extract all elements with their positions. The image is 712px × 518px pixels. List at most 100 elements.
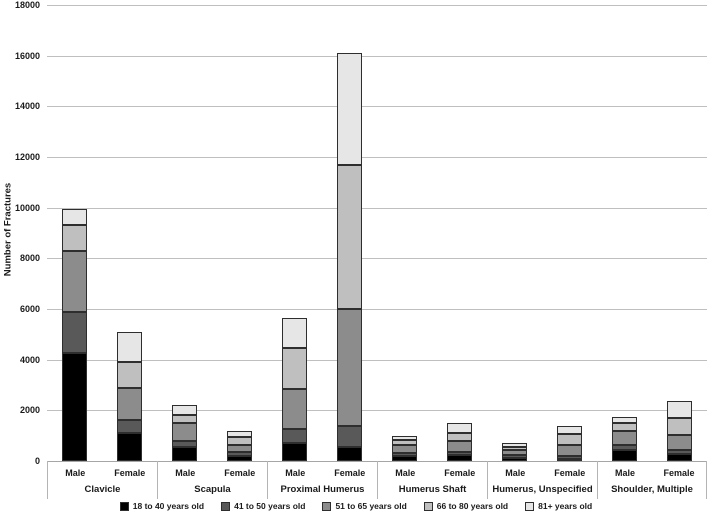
segment-66-to-80-years-old bbox=[61, 225, 87, 251]
legend-item-81+-years-old: 81+ years old bbox=[525, 501, 592, 511]
segment-51-to-65-years-old bbox=[226, 444, 252, 453]
segment-18-to-40-years-old bbox=[611, 449, 637, 461]
legend-label: 81+ years old bbox=[538, 501, 593, 511]
sex-label-female: Female bbox=[334, 468, 366, 478]
x-label-cell-humerus-unspecified: Male Female Humerus, Unspecified bbox=[487, 461, 597, 499]
bar-clavicle-female bbox=[116, 331, 142, 461]
segment-66-to-80-years-old bbox=[611, 423, 637, 432]
segment-51-to-65-years-old bbox=[281, 388, 307, 430]
gridline-4000 bbox=[47, 359, 707, 361]
legend-swatch-icon bbox=[119, 501, 129, 511]
x-label-cell-clavicle: Male Female Clavicle bbox=[47, 461, 157, 499]
group-label: Humerus, Unspecified bbox=[492, 484, 593, 495]
legend-item-66-to-80-years-old: 66 to 80 years old bbox=[423, 501, 508, 511]
legend-label: 41 to 50 years old bbox=[234, 501, 306, 511]
segment-66-to-80-years-old bbox=[116, 362, 142, 388]
segment-81+-years-old bbox=[116, 331, 142, 363]
group-cell-shoulder-multiple bbox=[597, 5, 707, 461]
segment-41-to-50-years-old bbox=[611, 444, 637, 450]
y-tick-label-16000: 16000 bbox=[14, 50, 40, 61]
bar-humerus-shaft-female bbox=[446, 423, 472, 461]
plot-area bbox=[47, 5, 707, 462]
segment-18-to-40-years-old bbox=[116, 433, 142, 461]
legend-swatch-icon bbox=[525, 501, 535, 511]
x-label-cell-shoulder-multiple: Male Female Shoulder, Multiple bbox=[597, 461, 707, 499]
group-label: Shoulder, Multiple bbox=[611, 484, 693, 495]
y-tick-label-18000: 18000 bbox=[14, 0, 40, 10]
segment-51-to-65-years-old bbox=[171, 423, 197, 441]
legend-item-18-to-40-years-old: 18 to 40 years old bbox=[119, 501, 205, 511]
segment-18-to-40-years-old bbox=[391, 455, 417, 461]
legend: 18 to 40 years old 41 to 50 years old 51 t… bbox=[0, 501, 712, 511]
segment-81+-years-old bbox=[611, 416, 637, 423]
y-axis-title: Number of Fractures bbox=[2, 182, 14, 277]
segment-41-to-50-years-old bbox=[501, 455, 527, 458]
bar-scapula-female bbox=[226, 430, 252, 461]
sex-label-female: Female bbox=[554, 468, 586, 478]
segment-18-to-40-years-old bbox=[556, 458, 582, 461]
segment-81+-years-old bbox=[501, 443, 527, 447]
bar-humerus-unspecified-female bbox=[556, 425, 582, 461]
legend-swatch-icon bbox=[322, 501, 332, 511]
segment-18-to-40-years-old bbox=[446, 455, 472, 461]
segment-81+-years-old bbox=[171, 405, 197, 416]
segment-18-to-40-years-old bbox=[666, 453, 692, 461]
sex-label-female: Female bbox=[224, 468, 256, 478]
x-label-cell-proximal-humerus: Male Female Proximal Humerus bbox=[267, 461, 377, 499]
gridline-16000 bbox=[47, 55, 707, 57]
segment-41-to-50-years-old bbox=[556, 456, 582, 459]
segment-18-to-40-years-old bbox=[61, 353, 87, 461]
segment-81+-years-old bbox=[336, 53, 362, 165]
bar-proximal-humerus-male bbox=[281, 317, 307, 461]
bar-scapula-male bbox=[171, 405, 197, 461]
x-label-cell-humerus-shaft: Male Female Humerus Shaft bbox=[377, 461, 487, 499]
bar-clavicle-male bbox=[61, 208, 87, 461]
y-tick-label-14000: 14000 bbox=[14, 101, 40, 112]
segment-18-to-40-years-old bbox=[281, 443, 307, 461]
legend-label: 18 to 40 years old bbox=[132, 501, 205, 511]
sex-label-male: Male bbox=[505, 468, 526, 478]
bar-humerus-unspecified-male bbox=[501, 443, 527, 461]
segment-18-to-40-years-old bbox=[336, 447, 362, 461]
y-tick-label-10000: 10000 bbox=[14, 202, 40, 213]
segment-66-to-80-years-old bbox=[666, 417, 692, 435]
segment-81+-years-old bbox=[391, 435, 417, 440]
segment-41-to-50-years-old bbox=[446, 452, 472, 456]
y-tick-label-0: 0 bbox=[34, 456, 40, 466]
bar-proximal-humerus-female bbox=[336, 53, 362, 461]
bar-shoulder-multiple-female bbox=[666, 401, 692, 461]
gridline-18000 bbox=[47, 5, 707, 6]
segment-66-to-80-years-old bbox=[336, 164, 362, 309]
segment-81+-years-old bbox=[226, 430, 252, 438]
segment-51-to-65-years-old bbox=[446, 441, 472, 453]
sex-label-female: Female bbox=[663, 468, 695, 478]
segment-66-to-80-years-old bbox=[281, 348, 307, 389]
segment-41-to-50-years-old bbox=[226, 452, 252, 456]
group-label: Clavicle bbox=[84, 484, 121, 495]
gridline-8000 bbox=[47, 258, 707, 260]
segment-81+-years-old bbox=[61, 208, 87, 226]
segment-66-to-80-years-old bbox=[556, 434, 582, 445]
legend-label: 51 to 65 years old bbox=[335, 501, 407, 511]
segment-81+-years-old bbox=[281, 317, 307, 349]
segment-66-to-80-years-old bbox=[226, 437, 252, 445]
y-tick-label-6000: 6000 bbox=[19, 304, 40, 314]
y-tick-label-4000: 4000 bbox=[19, 354, 40, 365]
y-tick-label-12000: 12000 bbox=[14, 152, 40, 162]
sex-label-female: Female bbox=[114, 468, 146, 478]
segment-41-to-50-years-old bbox=[171, 440, 197, 448]
sex-label-male: Male bbox=[614, 468, 635, 478]
segment-66-to-80-years-old bbox=[391, 439, 417, 446]
gridline-14000 bbox=[47, 106, 707, 108]
segment-51-to-65-years-old bbox=[501, 450, 527, 456]
segment-81+-years-old bbox=[556, 425, 582, 435]
group-label: Humerus Shaft bbox=[398, 484, 467, 495]
sex-label-male: Male bbox=[175, 468, 196, 478]
gridline-10000 bbox=[47, 207, 707, 209]
bar-humerus-shaft-male bbox=[391, 435, 417, 461]
segment-66-to-80-years-old bbox=[446, 432, 472, 442]
group-cell-humerus-unspecified bbox=[487, 5, 597, 461]
legend-item-41-to-50-years-old: 41 to 50 years old bbox=[221, 501, 305, 511]
legend-item-51-to-65-years-old: 51 to 65 years old bbox=[322, 501, 407, 511]
